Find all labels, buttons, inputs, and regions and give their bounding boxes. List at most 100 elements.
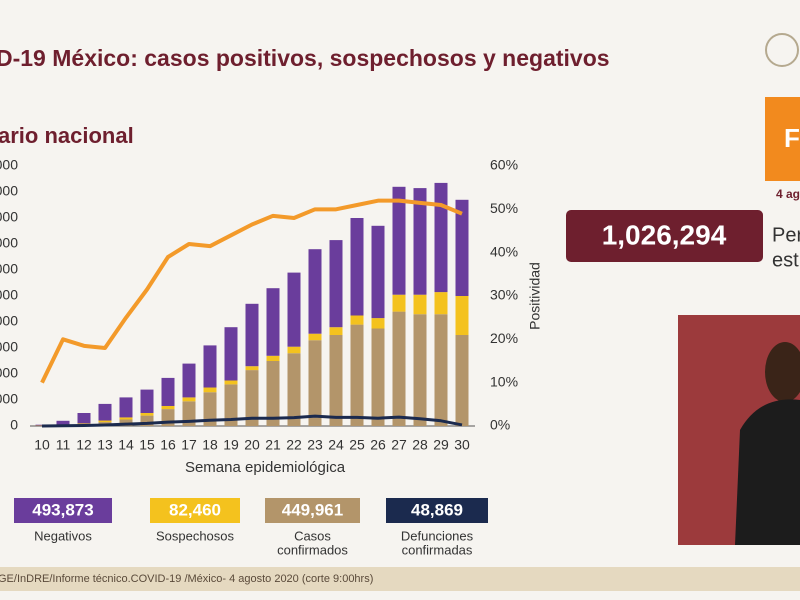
y-tick-label: 80,000	[0, 209, 18, 225]
bar-segment	[245, 303, 259, 367]
bar-segment	[350, 218, 364, 316]
bar-segment	[287, 272, 301, 347]
x-tick-label: 27	[391, 437, 407, 453]
summary-label: Defunciones	[401, 528, 474, 543]
bar-segment	[413, 314, 427, 426]
bar-segment	[77, 423, 91, 425]
summary-box	[386, 498, 488, 523]
x-tick-label: 11	[56, 437, 71, 453]
y2-tick-label: 30%	[490, 287, 518, 303]
bar-segment	[350, 324, 364, 426]
bar-segment	[98, 403, 112, 421]
bar-segment	[203, 392, 217, 426]
summary-value: 82,460	[169, 500, 221, 519]
headline-text: Per	[772, 224, 800, 246]
y-tick-label: 0	[10, 417, 18, 433]
summary-box	[150, 498, 240, 523]
badge-text: F	[784, 123, 800, 153]
bar-segment	[434, 182, 448, 293]
bar-segment	[308, 340, 322, 426]
bar-segment	[455, 335, 469, 426]
headline-value: 1,026,294	[602, 219, 727, 250]
summary-box	[14, 498, 112, 523]
bar-segment	[119, 417, 133, 420]
y-tick-label: 60,000	[0, 261, 18, 277]
x-tick-label: 20	[244, 437, 260, 453]
bar-segment	[224, 380, 238, 385]
y2-tick-label: 0%	[490, 417, 510, 433]
bar-segment	[98, 420, 112, 423]
summary-label: confirmadas	[402, 542, 473, 557]
summary-value: 48,869	[411, 500, 463, 519]
x-tick-label: 14	[118, 437, 134, 453]
bar-segment	[77, 413, 91, 424]
summary-value: 493,873	[32, 500, 93, 519]
bar-segment	[455, 296, 469, 335]
line	[40, 198, 463, 384]
bar-segment	[371, 225, 385, 319]
y-tick-label: 70,000	[0, 235, 18, 251]
y2-tick-label: 50%	[490, 200, 518, 216]
x-tick-label: 29	[433, 437, 449, 453]
x-tick-label: 16	[160, 437, 176, 453]
summary-label: Sospechosos	[156, 528, 235, 543]
x-tick-label: 10	[34, 437, 50, 453]
bar-segment	[350, 315, 364, 325]
bar-segment	[266, 361, 280, 426]
x-tick-label: 23	[307, 437, 323, 453]
bar-segment	[140, 389, 154, 413]
slide-subtitle: ario nacional	[0, 123, 134, 148]
bar-segment	[392, 294, 406, 312]
bar-segment	[245, 366, 259, 371]
summary-label: Negativos	[34, 528, 92, 543]
x-tick-label: 17	[181, 437, 197, 453]
bar-segment	[161, 405, 175, 410]
bar-segment	[287, 346, 301, 354]
bar-segment	[119, 397, 133, 418]
bar-segment	[371, 328, 385, 426]
y-tick-label: 40,000	[0, 313, 18, 329]
y2-tick-label: 40%	[490, 243, 518, 259]
bar-segment	[266, 355, 280, 361]
bar-segment	[287, 353, 301, 426]
y-tick-label: 50,000	[0, 287, 18, 303]
bar-segment	[140, 413, 154, 416]
interpreter-head	[765, 342, 800, 402]
bar-segment	[434, 292, 448, 315]
x-tick-label: 24	[328, 437, 344, 453]
x-tick-label: 28	[412, 437, 428, 453]
bar-segment	[182, 397, 196, 402]
bar-segment	[308, 333, 322, 341]
y2-tick-label: 10%	[490, 373, 518, 389]
y-tick-label: 100,000	[0, 157, 18, 173]
x-tick-label: 18	[202, 437, 218, 453]
bar-segment	[224, 384, 238, 426]
bar-segment	[329, 240, 343, 328]
x-tick-label: 13	[97, 437, 113, 453]
x-tick-label: 30	[454, 437, 470, 453]
summary-value: 449,961	[282, 500, 343, 519]
footer-source: GE/InDRE/Informe técnico.COVID-19 /Méxic…	[0, 573, 373, 585]
summary-label: confirmados	[277, 542, 348, 557]
logo	[765, 33, 799, 67]
bar-segment	[245, 370, 259, 426]
headline-box	[566, 210, 763, 262]
bar-segment	[371, 318, 385, 329]
bar-segment	[203, 345, 217, 388]
bar-segment	[56, 420, 70, 425]
slide-title: D-19 México: casos positivos, sospechoso…	[0, 45, 610, 71]
bar-segment	[392, 311, 406, 426]
x-tick-label: 15	[139, 437, 155, 453]
y-tick-label: 10,000	[0, 391, 18, 407]
x-tick-label: 21	[265, 437, 281, 453]
y-tick-label: 30,000	[0, 339, 18, 355]
x-tick-label: 26	[370, 437, 386, 453]
bar-segment	[161, 377, 175, 406]
bar-segment	[266, 288, 280, 356]
footer-bar	[0, 567, 800, 591]
bar-segment	[329, 335, 343, 426]
line	[41, 414, 463, 428]
interpreter-body	[735, 399, 800, 545]
